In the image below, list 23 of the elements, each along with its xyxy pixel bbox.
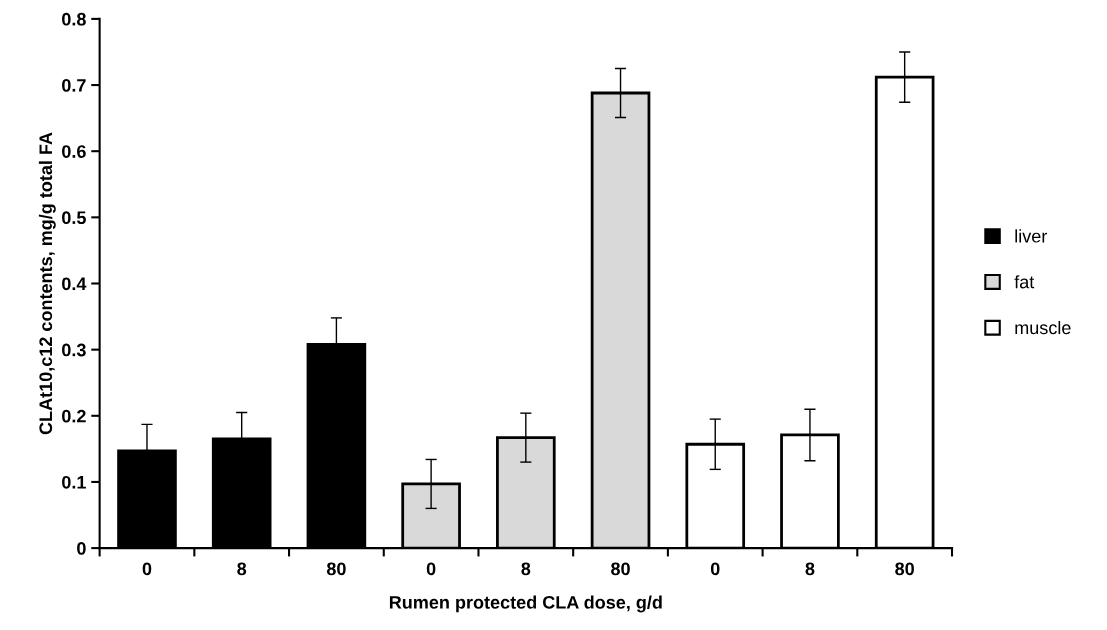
y-tick-label: 0.1 <box>62 475 86 489</box>
y-tick-label: 0.4 <box>62 277 87 291</box>
legend-label: muscle <box>1015 320 1071 335</box>
y-tick-label: 0.7 <box>62 78 86 92</box>
legend-label: liver <box>1015 229 1048 243</box>
y-axis-title: CLAt10,c12 contents, mg/g total FA <box>38 132 56 435</box>
x-axis-title: Rumen protected CLA dose, g/d <box>389 595 662 613</box>
y-tick-label: 0 <box>77 542 86 555</box>
x-tick-label: 80 <box>611 562 630 576</box>
x-tick-label: 8 <box>237 562 247 576</box>
x-tick-label: 8 <box>805 562 815 576</box>
x-tick-label: 0 <box>426 562 436 576</box>
y-tick-label: 0.5 <box>62 211 86 225</box>
y-tick-label: 0.3 <box>62 343 86 357</box>
x-tick-label: 0 <box>142 562 152 576</box>
x-tick-label: 0 <box>710 562 720 576</box>
y-tick-label: 0.2 <box>62 409 86 423</box>
y-tick-label: 0.8 <box>62 12 86 26</box>
x-tick-label: 80 <box>326 562 346 576</box>
legend-label: fat <box>1014 275 1035 289</box>
x-tick-label: 80 <box>895 562 914 576</box>
y-tick-label: 0.6 <box>62 145 86 158</box>
x-tick-label: 8 <box>521 562 531 576</box>
